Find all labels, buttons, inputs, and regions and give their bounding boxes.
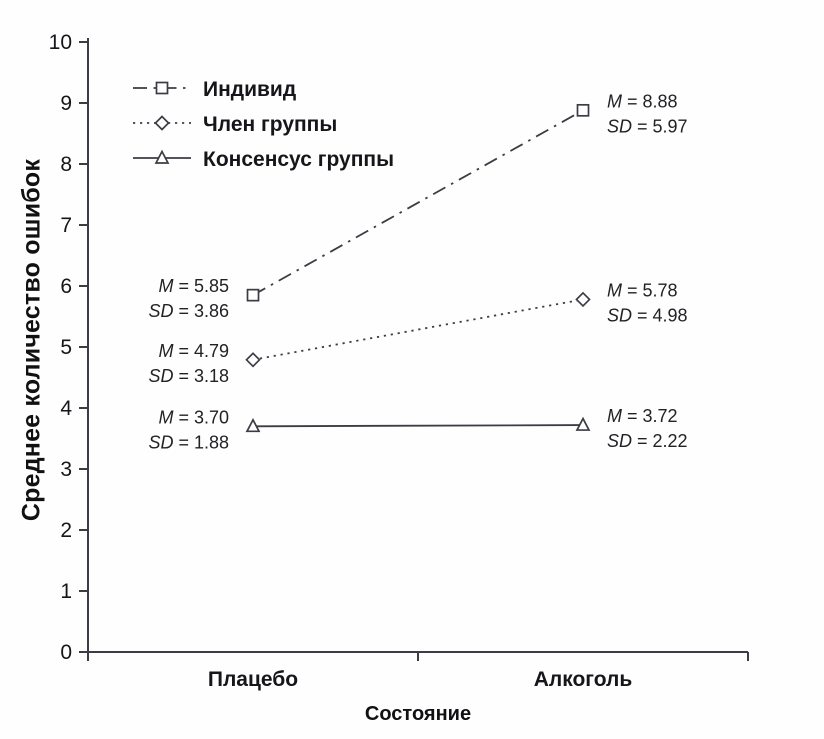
series-0-point-1 [576,103,590,117]
series-0-point-1-sd-label: SD = 5.97 [607,116,688,136]
y-tick-label: 9 [60,92,72,115]
legend-0-marker [155,81,169,95]
y-tick-label: 5 [60,336,72,359]
series-2-point-0-sd-label: SD = 1.88 [148,432,229,452]
y-axis-title: Среднее количество ошибок [17,158,46,522]
series-0-point-1-mean-label: M = 8.88 [607,91,678,111]
x-category-label: Плацебо [208,668,298,691]
series-2-point-1 [575,416,591,431]
series-0-point-0 [246,288,260,302]
x-axis-title: Состояние [364,703,472,725]
y-tick-label: 3 [60,458,72,481]
series-1-point-0 [245,352,261,368]
y-tick-label: 2 [60,519,72,542]
y-tick-label: 10 [49,31,72,54]
series-0-point-0-sd-label: SD = 3.86 [148,301,229,321]
series-1-point-1-sd-label: SD = 4.98 [607,305,688,325]
series-2-point-0 [245,417,261,433]
series-1-point-1 [575,291,591,308]
series-2-point-1-mean-label: M = 3.72 [607,406,678,426]
series-0-point-0-mean-label: M = 5.85 [158,276,229,296]
legend: Индивид Член группы Консенсус группы [133,78,394,171]
legend-2-marker [154,149,170,164]
y-tick-label: 7 [60,214,72,237]
series-2-line [252,424,584,428]
y-tick-label: 8 [60,153,72,176]
legend-1-marker [154,115,170,131]
series-2-point-1-sd-label: SD = 2.22 [607,431,688,451]
y-tick-label: 6 [60,275,72,298]
legend-2-label: Консенсус группы [203,148,394,171]
y-tick-label: 0 [60,641,72,664]
legend-0-label: Индивид [203,78,296,101]
y-tick-label: 1 [60,580,72,603]
series-2-point-0-mean-label: M = 3.70 [158,407,229,427]
legend-1-label: Член группы [203,113,337,136]
y-tick-label: 4 [60,397,72,420]
series-1-line [252,298,584,361]
series-1-point-1-mean-label: M = 5.78 [607,280,678,300]
series-1-point-0-sd-label: SD = 3.18 [148,366,229,386]
series-0-line [252,109,584,296]
series-1-point-0-mean-label: M = 4.79 [158,341,229,361]
x-category-label: Алкоголь [534,668,633,691]
